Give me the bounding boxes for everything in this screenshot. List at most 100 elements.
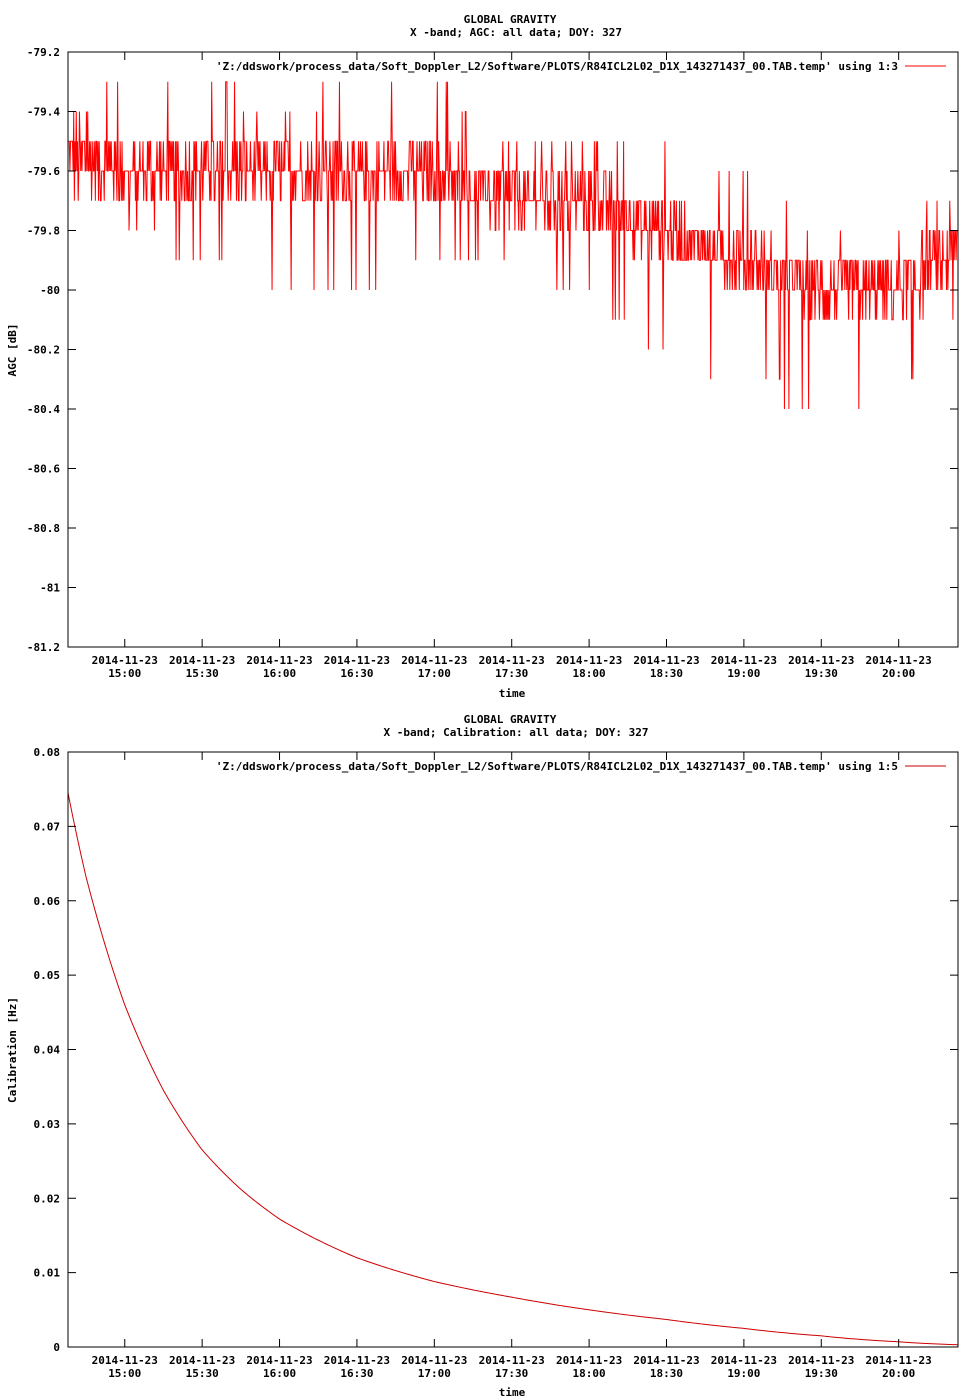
y-tick: -79.2 [27,46,958,59]
y-tick: -80.8 [27,522,958,535]
y-tick-label: 0.05 [34,969,61,982]
y-tick: -80.4 [27,403,958,416]
calibration-x-axis-label: time [499,1386,526,1399]
x-tick-date-label: 2014-11-23 [479,1354,545,1367]
x-tick-time-label: 19:30 [805,1367,838,1380]
y-tick-label: -79.8 [27,225,60,238]
x-tick-time-label: 19:30 [805,667,838,680]
x-tick-time-label: 18:00 [573,1367,606,1380]
calibration-chart-title: GLOBAL GRAVITY [464,713,557,726]
calibration-legend-label: 'Z:/ddswork/process_data/Soft_Doppler_L2… [216,760,898,773]
x-tick-date-label: 2014-11-23 [401,1354,467,1367]
x-tick-date-label: 2014-11-23 [479,654,545,667]
y-tick-label: -80.2 [27,344,60,357]
x-tick-date-label: 2014-11-23 [92,654,158,667]
y-tick: 0.04 [34,1044,958,1057]
y-tick-label: -80 [40,284,60,297]
y-tick: -80 [40,284,958,297]
y-tick: -81.2 [27,641,958,654]
x-tick-time-label: 17:30 [495,1367,528,1380]
x-tick-date-label: 2014-11-23 [711,1354,777,1367]
x-tick-date-label: 2014-11-23 [633,1354,699,1367]
y-tick-label: -79.6 [27,165,60,178]
x-tick-time-label: 15:30 [186,667,219,680]
x-tick-date-label: 2014-11-23 [866,654,932,667]
y-tick: -79.4 [27,106,958,119]
calibration-y-axis: 0.08 0.07 0.06 0.05 0.04 0.03 0.02 0.01 0 [34,746,958,1354]
calibration-x-axis: 2014-11-2315:002014-11-2315:302014-11-23… [92,752,932,1380]
agc-series-trace [68,81,958,410]
x-tick-time-label: 18:30 [650,1367,683,1380]
x-tick-time-label: 18:00 [573,667,606,680]
x-tick-time-label: 17:00 [418,1367,451,1380]
agc-x-axis-label: time [499,687,526,700]
y-tick-label: 0 [53,1341,60,1354]
agc-chart-title: GLOBAL GRAVITY [464,13,557,26]
x-tick-date-label: 2014-11-23 [246,654,312,667]
calibration-y-axis-label: Calibration [Hz] [6,997,19,1103]
y-tick-label: 0.02 [34,1192,61,1205]
x-tick-date-label: 2014-11-23 [401,654,467,667]
calibration-plot-frame [67,751,959,1348]
y-tick: -80.2 [27,344,958,357]
x-tick-time-label: 17:00 [418,667,451,680]
y-tick: -80.6 [27,463,958,476]
calibration-series-trace [67,792,959,1346]
x-tick-date-label: 2014-11-23 [169,654,235,667]
y-tick-label: -80.6 [27,463,60,476]
y-tick: 0.08 [34,746,958,759]
x-tick-time-label: 20:00 [882,667,915,680]
y-tick-label: -79.4 [27,106,60,119]
y-tick: 0.06 [34,895,958,908]
calibration-data-line [67,792,959,1346]
x-tick-time-label: 20:00 [882,1367,915,1380]
x-tick-date-label: 2014-11-23 [556,1354,622,1367]
x-tick-date-label: 2014-11-23 [324,1354,390,1367]
x-tick-date-label: 2014-11-23 [711,654,777,667]
y-tick: -81 [40,582,958,595]
x-tick-time-label: 19:00 [727,1367,760,1380]
y-tick-label: -81.2 [27,641,60,654]
agc-legend: 'Z:/ddswork/process_data/Soft_Doppler_L2… [216,60,946,73]
x-tick-time-label: 16:30 [340,667,373,680]
x-tick-date-label: 2014-11-23 [556,654,622,667]
agc-chart: GLOBAL GRAVITY X -band; AGC: all data; D… [6,13,959,700]
x-tick-time-label: 17:30 [495,667,528,680]
x-tick-time-label: 15:30 [186,1367,219,1380]
y-tick: 0.05 [34,969,958,982]
x-tick-date-label: 2014-11-23 [633,654,699,667]
y-tick: 0.07 [34,820,958,833]
y-tick-label: 0.06 [34,895,61,908]
agc-data-line [68,81,958,410]
agc-y-axis: -79.2 -79.4 -79.6 -79.8 -80 -80.2 -80.4 -80.6 -8… [27,46,958,654]
y-tick: 0.01 [34,1267,958,1280]
calibration-chart: GLOBAL GRAVITY X -band; Calibration: all… [6,713,959,1399]
y-tick-label: 0.01 [34,1267,61,1280]
y-tick-label: -79.2 [27,46,60,59]
y-tick: 0.02 [34,1192,958,1205]
agc-x-axis: 2014-11-2315:002014-11-2315:302014-11-23… [92,52,932,680]
y-tick-label: -80.8 [27,522,60,535]
x-tick-date-label: 2014-11-23 [788,1354,854,1367]
calibration-legend: 'Z:/ddswork/process_data/Soft_Doppler_L2… [216,760,946,773]
x-tick-time-label: 18:30 [650,667,683,680]
y-tick-label: 0.08 [34,746,61,759]
